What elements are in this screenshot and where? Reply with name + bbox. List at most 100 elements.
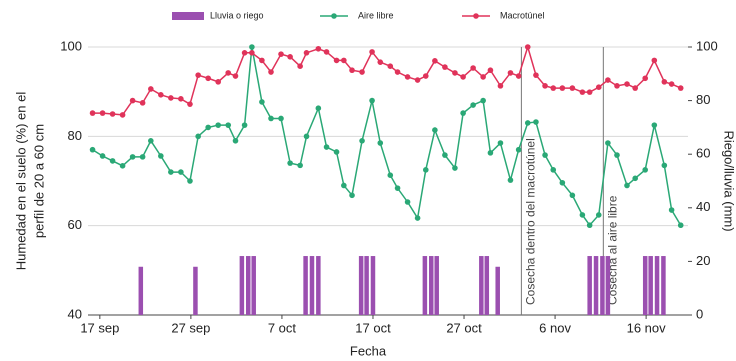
y2-tick-label: 0: [696, 306, 703, 321]
point: [432, 127, 438, 133]
point: [249, 44, 255, 50]
bar: [358, 256, 364, 315]
bar: [364, 256, 369, 315]
point: [259, 57, 265, 64]
x-tick-label: 27 sep: [171, 320, 210, 335]
point: [677, 222, 684, 229]
point: [460, 74, 466, 80]
point: [579, 89, 586, 95]
point: [359, 69, 365, 75]
point: [139, 100, 146, 106]
point: [586, 222, 593, 229]
point: [614, 152, 620, 158]
point: [432, 58, 438, 64]
point: [349, 192, 355, 199]
x-tick-label: 27 oct: [446, 320, 482, 335]
bar: [495, 266, 500, 315]
legend-swatch: [473, 13, 479, 19]
point: [624, 182, 630, 189]
bar: [316, 256, 321, 315]
bar: [422, 256, 428, 315]
point: [387, 172, 394, 178]
point: [148, 138, 154, 144]
point: [542, 152, 548, 158]
legend-label: Macrotúnel: [500, 10, 545, 20]
point: [377, 59, 384, 65]
point: [268, 69, 274, 75]
point: [569, 85, 576, 91]
x-tick-label: 17 sep: [80, 320, 119, 335]
point: [187, 178, 193, 184]
point: [377, 140, 384, 146]
x-tick-label: 17 oct: [355, 320, 391, 335]
point: [278, 115, 284, 122]
point: [497, 83, 504, 89]
point: [442, 64, 448, 70]
y2-tick-label: 20: [696, 253, 710, 268]
bar: [593, 256, 599, 315]
point: [178, 96, 184, 102]
point: [215, 122, 221, 128]
point: [158, 91, 164, 98]
point: [241, 50, 248, 56]
point: [168, 169, 174, 175]
point: [303, 133, 310, 140]
x-tick-label: 6 nov: [539, 320, 571, 335]
point: [315, 45, 322, 52]
bar: [654, 256, 660, 315]
point: [559, 85, 566, 91]
y2-tick-label: 60: [696, 146, 710, 161]
point: [550, 167, 557, 173]
point: [632, 175, 638, 182]
point: [195, 133, 201, 140]
bar: [251, 256, 256, 315]
point: [187, 101, 193, 107]
y2-axis-label: Riego/lluvia (mm): [722, 130, 736, 231]
point: [632, 85, 638, 91]
x-tick-label: 7 oct: [268, 320, 297, 335]
y-tick-label: 80: [68, 128, 82, 143]
legend-label: Lluvia o riego: [210, 10, 264, 20]
point: [595, 84, 602, 90]
point: [442, 152, 448, 158]
bar: [138, 266, 144, 315]
bar: [661, 256, 666, 315]
bar: [587, 256, 592, 315]
bar: [428, 256, 434, 315]
bar: [245, 256, 251, 315]
point: [480, 74, 486, 80]
point: [333, 149, 340, 155]
y2-tick-label: 100: [696, 38, 718, 53]
bar: [479, 256, 484, 315]
point: [497, 140, 504, 146]
point: [460, 110, 466, 116]
y2-tick-label: 40: [696, 199, 710, 214]
bar: [648, 256, 653, 315]
point: [651, 57, 658, 64]
bar: [484, 256, 490, 315]
point: [205, 124, 211, 131]
y-axis-label: perfil de 20 a 60 cm: [31, 124, 46, 238]
legend-swatch: [172, 12, 204, 20]
point: [651, 122, 658, 128]
point: [605, 140, 611, 146]
point: [452, 165, 458, 171]
point: [487, 67, 494, 74]
point: [109, 111, 116, 117]
point: [99, 153, 106, 159]
y-tick-label: 60: [68, 217, 82, 232]
point: [341, 182, 347, 189]
point: [369, 49, 375, 55]
point: [661, 79, 668, 85]
point: [315, 105, 322, 111]
point: [404, 74, 411, 80]
point: [470, 102, 476, 108]
point: [550, 85, 557, 91]
point: [168, 95, 174, 101]
bar: [434, 256, 439, 315]
legend-label: Aire libre: [358, 10, 394, 20]
point: [297, 63, 303, 70]
point: [394, 69, 401, 75]
point: [349, 67, 355, 74]
